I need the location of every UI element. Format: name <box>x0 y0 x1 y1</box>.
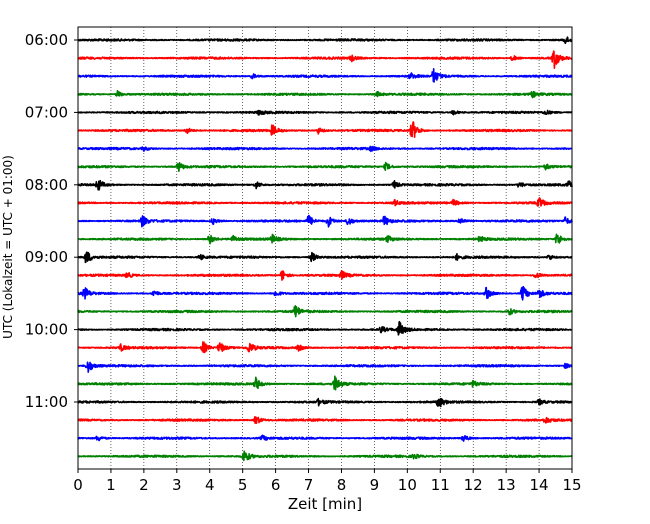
x-tick-label: 7 <box>304 476 314 494</box>
y-axis-label: UTC (Lokalzeit = UTC + 01:00) <box>1 155 15 339</box>
x-tick-label: 9 <box>370 476 380 494</box>
x-tick-label: 4 <box>205 476 215 494</box>
trace-row-0715 <box>77 121 573 138</box>
x-tick-label: 3 <box>172 476 182 494</box>
trace-row-0615 <box>77 50 573 69</box>
trace-row-0730 <box>77 145 573 153</box>
x-tick-label: 6 <box>271 476 281 494</box>
x-tick-label: 1 <box>106 476 116 494</box>
trace-layer <box>77 36 573 462</box>
trace-row-0945 <box>77 305 573 318</box>
trace-row-0645 <box>77 90 573 99</box>
x-tick-label: 2 <box>139 476 149 494</box>
x-tick-label: 14 <box>530 476 549 494</box>
x-tick-label: 12 <box>464 476 483 494</box>
x-tick-label: 8 <box>337 476 347 494</box>
trace-row-1115 <box>77 416 573 424</box>
x-axis-label: Zeit [min] <box>288 495 362 513</box>
x-tick-label: 13 <box>497 476 516 494</box>
trace-row-0815 <box>77 197 573 207</box>
trace-row-0830 <box>77 214 573 228</box>
trace-row-0630 <box>77 67 573 83</box>
trace-row-0930 <box>77 285 573 301</box>
y-tick-label: 11:00 <box>25 393 68 411</box>
x-tick-label: 10 <box>398 476 417 494</box>
trace-row-1045 <box>77 375 573 391</box>
trace-row-1145 <box>77 450 573 462</box>
trace-row-0700 <box>77 109 573 116</box>
plot-frame <box>77 26 573 470</box>
trace-row-1100 <box>77 397 573 408</box>
x-tick-label: 11 <box>431 476 450 494</box>
axis-layer: 0 1 2 3 4 5 6 7 8 9 10 11 12 13 14 1506:0007:0008:0009:… <box>25 31 582 494</box>
y-tick-label: 10:00 <box>25 321 68 339</box>
trace-row-1030 <box>77 361 573 373</box>
trace-row-0800 <box>77 179 573 191</box>
trace-row-0900 <box>77 251 573 264</box>
x-tick-label: 15 <box>562 476 581 494</box>
trace-row-0745 <box>77 161 573 173</box>
trace-row-0915 <box>77 270 573 281</box>
trace-row-0845 <box>77 233 573 245</box>
y-tick-label: 08:00 <box>25 176 68 194</box>
trace-row-1130 <box>77 434 573 442</box>
y-tick-label: 09:00 <box>25 248 68 266</box>
trace-row-0600 <box>77 36 573 45</box>
x-tick-label: 5 <box>238 476 248 494</box>
x-tick-label: 0 <box>73 476 83 494</box>
y-tick-label: 07:00 <box>25 103 68 121</box>
trace-row-1000 <box>77 320 573 336</box>
trace-row-1015 <box>77 341 573 354</box>
y-tick-label: 06:00 <box>25 31 68 49</box>
